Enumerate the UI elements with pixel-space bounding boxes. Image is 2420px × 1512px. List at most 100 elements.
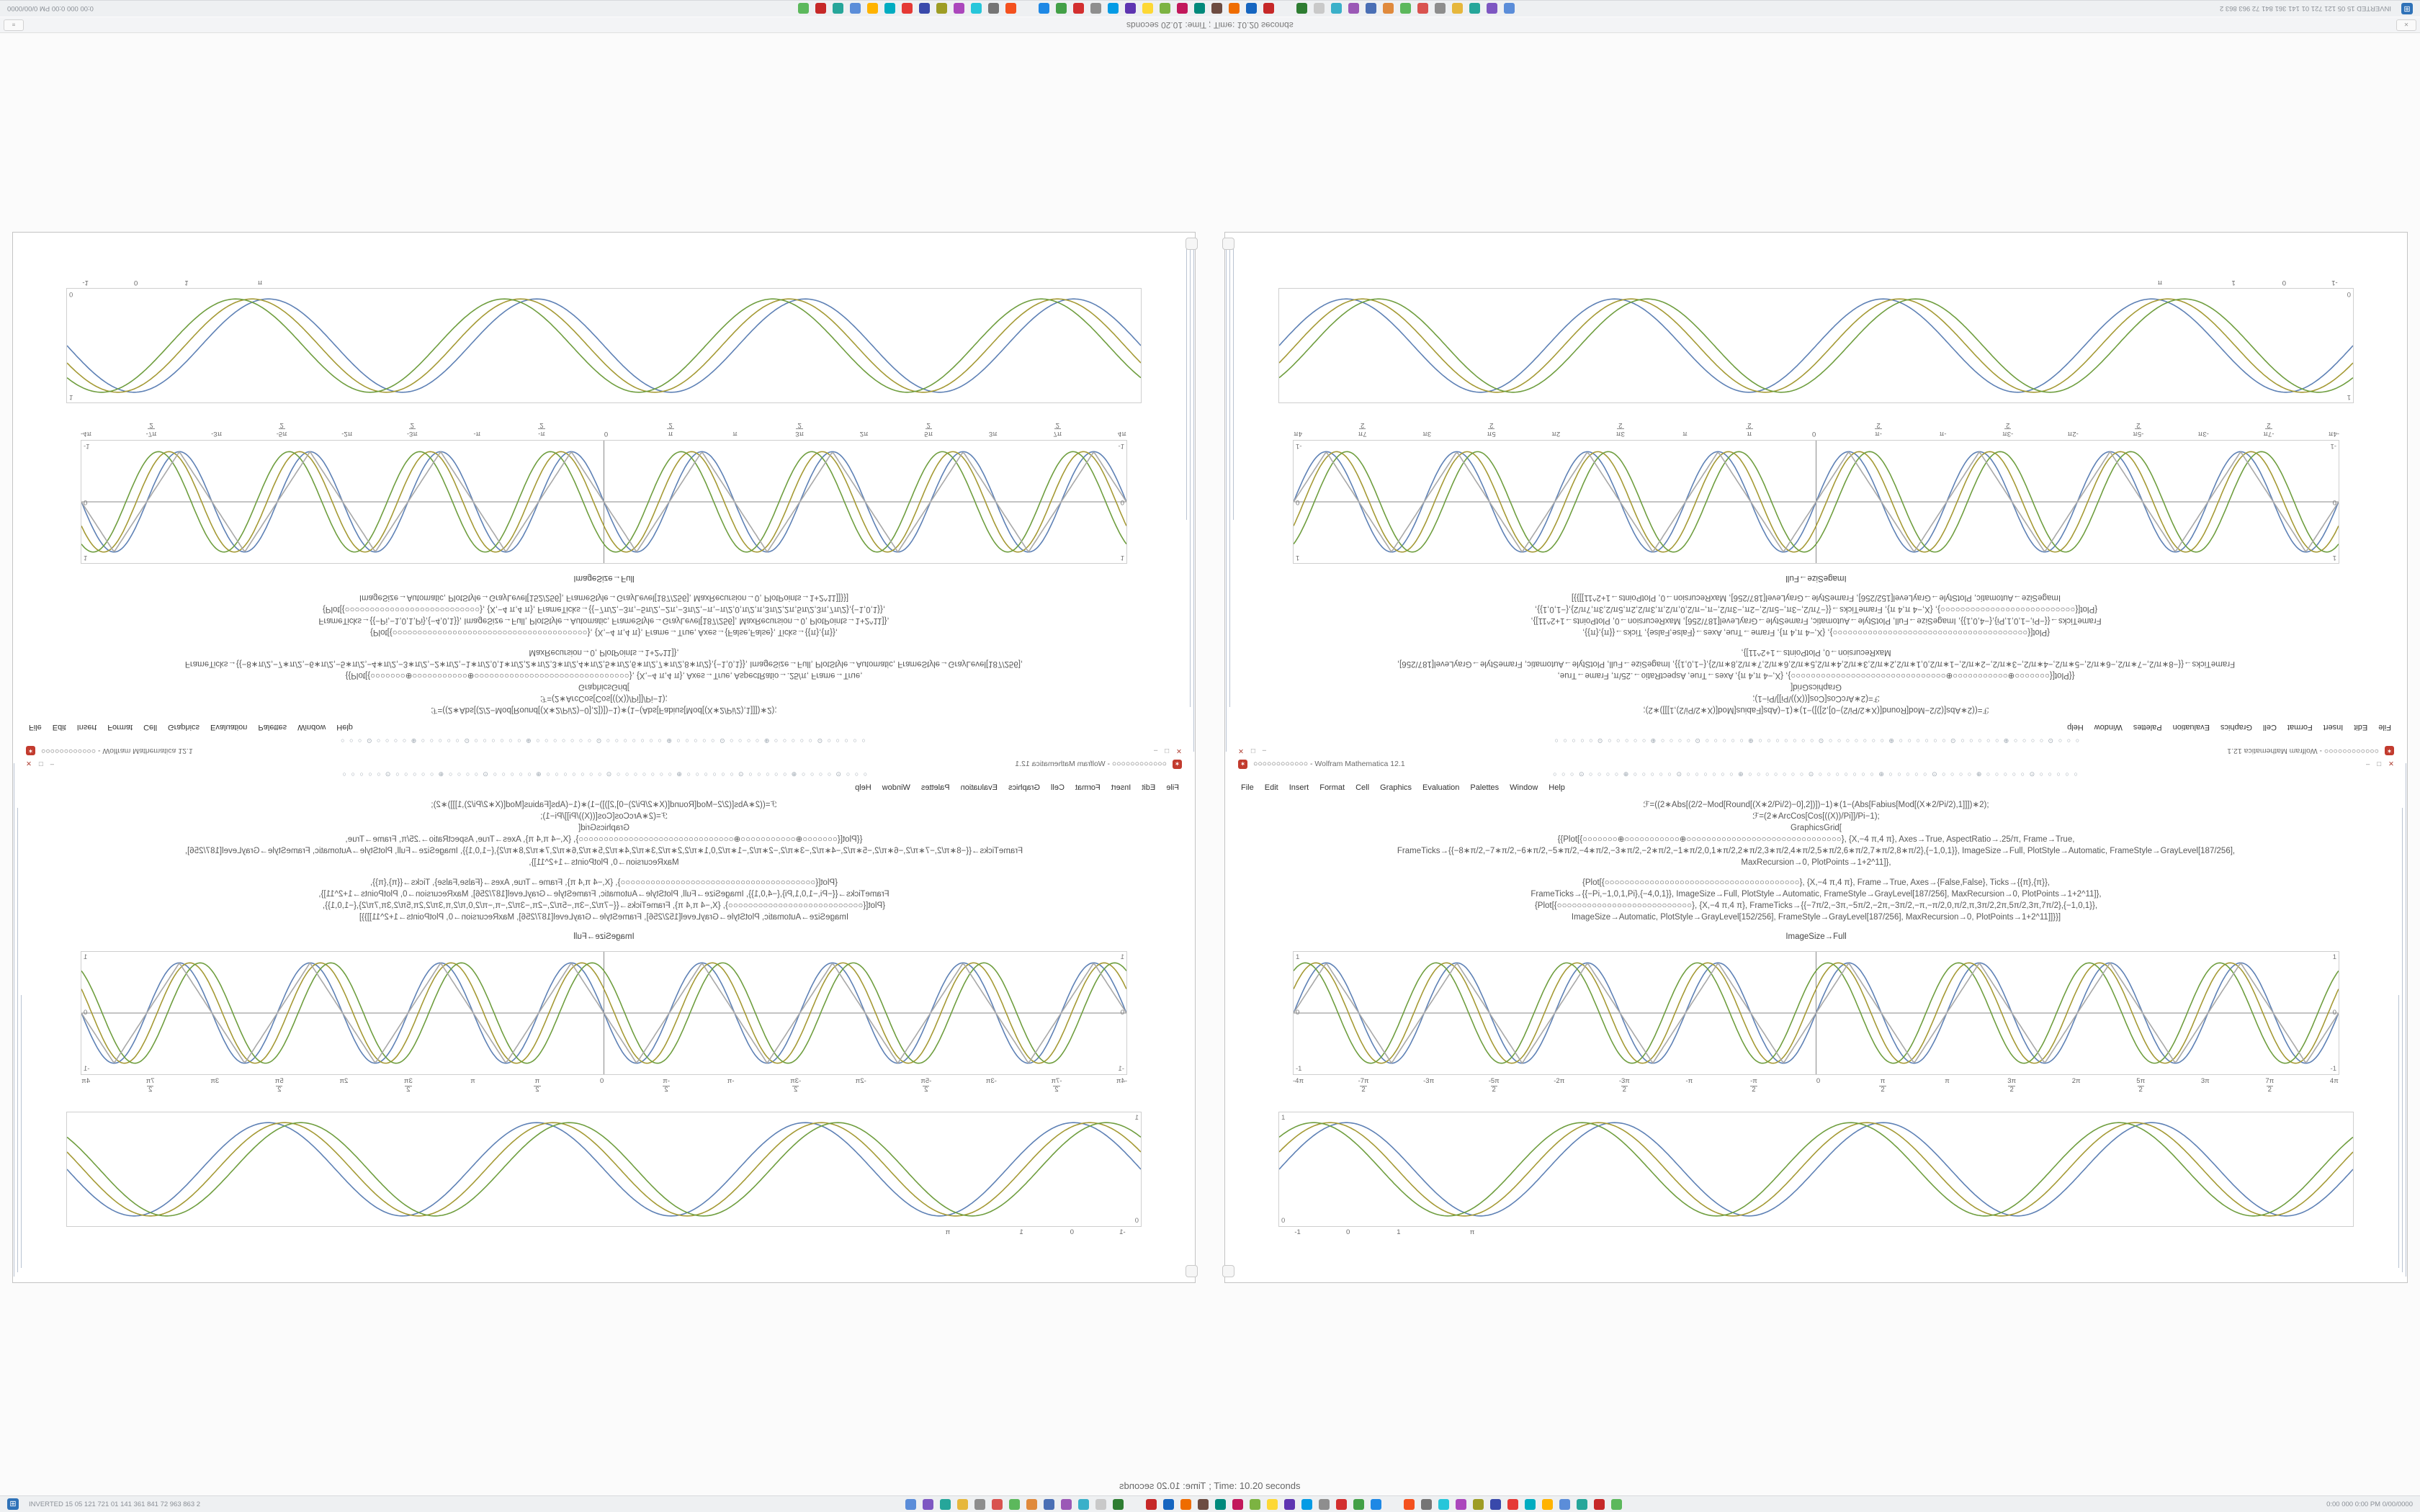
taskbar-app-icon[interactable] [1435,3,1446,14]
menu-item-file[interactable]: File [29,723,42,732]
menu-item-edit[interactable]: Edit [2354,723,2368,732]
taskbar-app-icon[interactable] [1348,3,1360,14]
taskbar-app-icon[interactable] [1331,3,1343,14]
page-corner-handle[interactable] [1222,1265,1234,1277]
taskbar-app-icon[interactable] [1180,1498,1191,1510]
menu-item-insert[interactable]: Insert [1289,783,1309,792]
taskbar-app-icon[interactable] [1314,3,1325,14]
maximize-button[interactable]: □ [1250,747,1255,755]
taskbar-app-icon[interactable] [833,3,844,14]
taskbar-app-icon[interactable] [1008,1498,1020,1510]
taskbar-app-icon[interactable] [1283,1498,1295,1510]
page-corner-handle[interactable] [1186,238,1198,250]
menu-item-palettes[interactable]: Palettes [2133,723,2162,732]
start-button[interactable]: ⊞ [7,1498,19,1510]
menu-item-window[interactable]: Window [1510,783,1538,792]
menu-item-cell[interactable]: Cell [2262,723,2277,732]
code-cell[interactable]: ℱ=((2∗Abs[(2/2−Mod[Round[(X∗2/Pi/2)−0],2… [1237,647,2396,716]
taskbar-app-icon[interactable] [815,3,827,14]
taskbar-app-icon[interactable] [1194,3,1206,14]
taskbar-app-icon[interactable] [1039,3,1050,14]
start-button[interactable]: ⊞ [2401,3,2413,14]
menu-item-edit[interactable]: Edit [1142,783,1156,792]
taskbar-app-icon[interactable] [1043,1498,1054,1510]
maximize-button[interactable]: □ [1165,747,1170,755]
cell-bracket[interactable] [1229,243,1230,707]
minimize-button[interactable]: – [1153,747,1158,755]
system-tray[interactable]: 0:00 000 0:00 PM 0/00/0000 [7,4,94,13]
taskbar-app-icon[interactable] [1438,1498,1449,1510]
taskbar-app-icon[interactable] [1249,1498,1260,1510]
taskbar-app-icon[interactable] [867,3,879,14]
cell-bracket[interactable] [1186,247,1187,520]
taskbar-app-icon[interactable] [1370,1498,1381,1510]
taskbar-app-icon[interactable] [1489,1498,1501,1510]
menu-item-edit[interactable]: Edit [52,723,66,732]
code-cell[interactable]: ℱ=((2∗Abs[(2/2−Mod[Round[(X∗2/Pi/2)−0],2… [1237,799,2396,868]
taskbar-app-icon[interactable] [1160,3,1171,14]
formatting-toolbar[interactable]: ○ ○ ○ ⊙ ○ ○ ○ ○ ⊕ ○ ○ ○ ○ ○ ⊙ ○ ○ ○ ○ ○ … [341,770,867,778]
cell-bracket[interactable] [1190,243,1191,707]
formatting-toolbar[interactable]: ○ ○ ○ ⊙ ○ ○ ○ ○ ⊕ ○ ○ ○ ○ ○ ⊙ ○ ○ ○ ○ ○ … [341,737,867,744]
taskbar-app-icon[interactable] [1229,3,1240,14]
menu-item-format[interactable]: Format [1075,783,1101,792]
taskbar-app-icon[interactable] [1125,3,1137,14]
taskbar-app-icon[interactable] [1383,3,1394,14]
menu-item-edit[interactable]: Edit [1264,783,1278,792]
menu-item-insert[interactable]: Insert [76,723,97,732]
taskbar-app-icon[interactable] [954,3,965,14]
taskbar-app-icon[interactable] [1077,1498,1089,1510]
taskbar-app-icon[interactable] [1162,1498,1174,1510]
cell-bracket[interactable] [1193,238,1194,752]
taskbar-app-icon[interactable] [1090,3,1102,14]
taskbar-app-icon[interactable] [1318,1498,1330,1510]
menu-item-format[interactable]: Format [2287,723,2313,732]
formatting-toolbar[interactable]: ○ ○ ○ ⊙ ○ ○ ○ ○ ⊕ ○ ○ ○ ○ ○ ⊙ ○ ○ ○ ○ ○ … [1553,770,2079,778]
taskbar-app-icon[interactable] [1559,1498,1570,1510]
taskbar-app-icon[interactable] [1400,3,1412,14]
taskbar-app-icon[interactable] [919,3,931,14]
taskbar-app-icon[interactable] [1452,3,1464,14]
taskbar-app-icon[interactable] [1469,3,1481,14]
taskbar-app-icon[interactable] [1524,1498,1536,1510]
menu-item-format[interactable]: Format [107,723,133,732]
taskbar-app-icon[interactable] [1145,1498,1157,1510]
taskbar-app-icon[interactable] [1005,3,1017,14]
close-button[interactable]: ✕ [26,760,32,768]
maximize-button[interactable]: □ [2377,760,2382,768]
code-cell[interactable]: {Plot[{○○○○○○○○○○○○○○○○○○○○○○○○○○○○○○○○○… [24,877,1183,923]
menu-item-window[interactable]: Window [297,723,326,732]
taskbar-app-icon[interactable] [1593,1498,1605,1510]
taskbar-app-icon[interactable] [1487,3,1498,14]
formatting-toolbar[interactable]: ○ ○ ○ ⊙ ○ ○ ○ ○ ⊕ ○ ○ ○ ○ ○ ⊙ ○ ○ ○ ○ ○ … [1553,737,2079,744]
close-button[interactable]: ✕ [2388,760,2394,768]
cell-bracket[interactable] [1226,238,1227,752]
taskbar-app-icon[interactable] [1366,3,1377,14]
taskbar-app-icon[interactable] [922,1498,933,1510]
menu-item-help[interactable]: Help [855,783,871,792]
menu-item-insert[interactable]: Insert [2323,723,2344,732]
code-cell[interactable]: ℱ=((2∗Abs[(2/2−Mod[Round[(X∗2/Pi/2)−0],2… [24,799,1183,868]
taskbar-app-icon[interactable] [1232,1498,1243,1510]
taskbar-app-icon[interactable] [939,1498,951,1510]
menu-item-insert[interactable]: Insert [1111,783,1131,792]
menu-item-graphics[interactable]: Graphics [1008,783,1040,792]
page-corner-handle[interactable] [1222,238,1234,250]
taskbar-app-icon[interactable] [1472,1498,1484,1510]
taskbar-app-icon[interactable] [1056,3,1067,14]
menu-item-help[interactable]: Help [336,723,353,732]
cell-bracket[interactable] [1233,247,1234,520]
menu-item-cell[interactable]: Cell [143,723,158,732]
menu-item-evaluation[interactable]: Evaluation [960,783,998,792]
close-button[interactable]: ✕ [1176,747,1182,755]
taskbar-app-icon[interactable] [1335,1498,1347,1510]
page-corner-handle[interactable] [1186,1265,1198,1277]
taskbar-app-icon[interactable] [1211,3,1223,14]
taskbar-app-icon[interactable] [1301,1498,1312,1510]
taskbar-app-icon[interactable] [1108,3,1119,14]
taskbar-app-icon[interactable] [1246,3,1258,14]
taskbar-app-icon[interactable] [1214,1498,1226,1510]
taskbar-app-icon[interactable] [991,1498,1003,1510]
cell-bracket[interactable] [2398,995,2399,1268]
taskbar-app-icon[interactable] [905,1498,916,1510]
